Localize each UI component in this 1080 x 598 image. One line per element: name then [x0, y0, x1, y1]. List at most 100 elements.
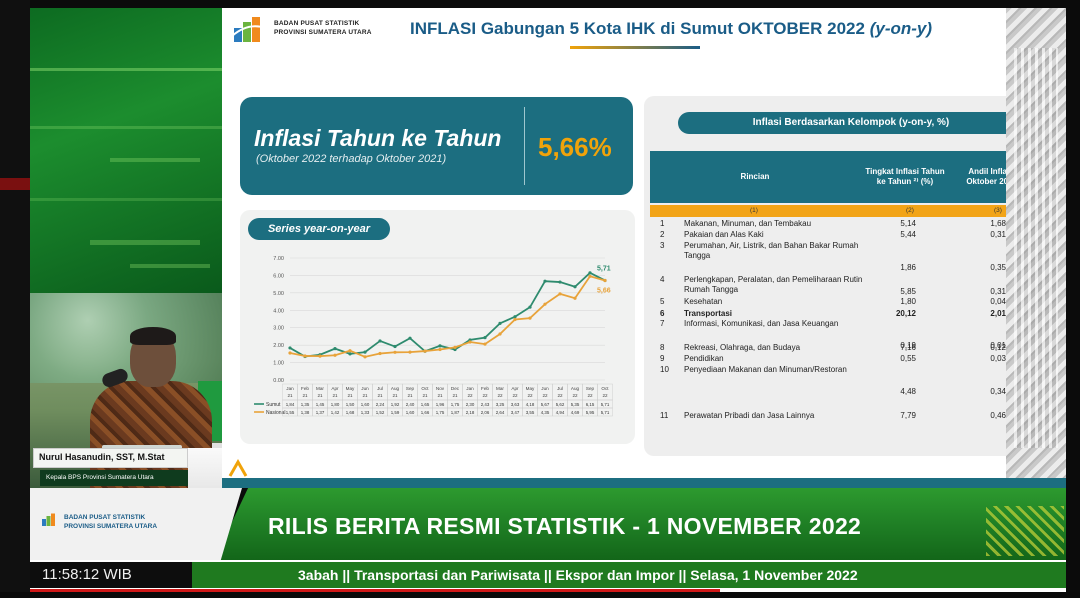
series-line-sumut — [289, 271, 606, 358]
end-label-nasional: 5,66 — [597, 287, 611, 294]
x-tick-label: 21 — [422, 393, 428, 398]
batik-decoration — [1006, 8, 1066, 486]
data-label: 4,69 — [571, 410, 580, 415]
data-label: 5,67 — [541, 402, 550, 407]
org-name: BADAN PUSAT STATISTIK — [274, 20, 360, 27]
x-tick-label: Aug — [571, 386, 580, 391]
data-label: 1,66 — [421, 410, 430, 415]
x-tick-label: Jul — [557, 386, 563, 391]
data-label: 5,95 — [586, 410, 595, 415]
series-point — [528, 316, 532, 320]
series-point — [573, 285, 577, 289]
series-point — [348, 349, 352, 353]
data-label: 3,63 — [511, 402, 520, 407]
data-label: 1,84 — [286, 402, 295, 407]
ticker-background — [30, 562, 1066, 588]
x-tick-label: Feb — [481, 386, 489, 391]
decor-block — [130, 264, 210, 268]
index-cell: (2) — [906, 207, 914, 214]
video-side-panel — [188, 448, 222, 488]
series-point — [318, 354, 322, 358]
x-tick-label: Jan — [466, 386, 474, 391]
x-tick-label: 21 — [437, 393, 443, 398]
data-label: 3,25 — [496, 402, 505, 407]
x-tick-label: Jul — [377, 386, 383, 391]
series-point — [333, 353, 337, 357]
row-number: 7 — [660, 319, 665, 328]
data-label: 5,71 — [601, 410, 610, 415]
series-point — [453, 345, 457, 350]
band-org-region: PROVINSI SUMATERA UTARA — [64, 523, 158, 530]
y-tick-label: 3.00 — [273, 326, 284, 332]
y-tick-label: 7.00 — [273, 256, 284, 262]
x-tick-label: 21 — [317, 393, 323, 398]
data-label: 1,87 — [451, 410, 460, 415]
row-contribution: 0,03 — [990, 354, 1006, 363]
series-point — [438, 344, 442, 348]
data-label: 3,55 — [526, 410, 535, 415]
data-label: 1,92 — [391, 402, 400, 407]
x-tick-label: Nov — [436, 386, 445, 391]
decor-block — [90, 240, 200, 245]
header-tingkat-inflasi: Tingkat Inflasi Tahun ke Tahun ²⁾ (%) — [865, 167, 945, 186]
row-number: 5 — [660, 297, 665, 306]
data-label: 1,37 — [316, 410, 325, 415]
row-name: Perlengkapan, Peralatan, dan Pemeliharaa… — [684, 275, 863, 294]
row-name: Penyediaan Makanan dan Minuman/Restoran — [684, 365, 847, 374]
x-tick-label: 22 — [587, 393, 593, 398]
series-point — [483, 336, 487, 340]
series-point — [483, 342, 487, 346]
row-inflation-rate: 1,80 — [900, 297, 916, 306]
band-org-name: BADAN PUSAT STATISTIK — [64, 514, 146, 521]
row-name: Makanan, Minuman, dan Tembakau — [684, 219, 812, 228]
x-tick-label: Oct — [601, 386, 609, 391]
table-title: Inflasi Berdasarkan Kelompok (y-on-y, %) — [678, 112, 1006, 134]
data-label: 1,52 — [376, 410, 385, 415]
data-label: 1,38 — [301, 410, 310, 415]
series-point — [513, 315, 517, 319]
row-contribution: 0,31 — [990, 287, 1006, 296]
inflation-subtitle: (Oktober 2022 terhadap Oktober 2021) — [256, 153, 447, 165]
series-point — [408, 336, 412, 340]
y-tick-label: 0.00 — [273, 378, 284, 384]
series-point — [423, 349, 427, 353]
x-tick-label: 22 — [527, 393, 533, 398]
org-region: PROVINSI SUMATERA UTARA — [274, 29, 372, 36]
data-label: 1,50 — [346, 402, 355, 407]
y-tick-label: 1.00 — [273, 361, 284, 367]
row-number: 9 — [660, 354, 665, 363]
index-cell: (1) — [750, 207, 758, 214]
row-inflation-rate: 20,12 — [895, 309, 916, 318]
series-point — [498, 332, 502, 336]
series-point — [543, 302, 547, 306]
data-label: 1,60 — [361, 402, 370, 407]
table-index-row: (1) (2) (3) — [650, 205, 1006, 217]
x-tick-label: Jun — [361, 386, 369, 391]
row-inflation-rate: 7,16 — [900, 343, 916, 352]
bps-logo-icon — [231, 17, 267, 42]
series-point — [573, 296, 577, 300]
band-decoration — [986, 506, 1064, 556]
row-name: Perumahan, Air, Listrik, dan Bahan Bakar… — [684, 241, 859, 260]
data-label: 4,18 — [526, 402, 535, 407]
x-tick-label: 22 — [572, 393, 578, 398]
series-point — [468, 340, 472, 344]
row-inflation-rate: 5,85 — [900, 287, 916, 296]
bps-logo-icon — [42, 513, 55, 526]
row-name: Kesehatan — [684, 297, 723, 306]
data-label: 5,62 — [556, 402, 565, 407]
x-tick-label: Aug — [391, 386, 400, 391]
row-contribution: 0,31 — [990, 230, 1006, 239]
inflation-summary-box: Inflasi Tahun ke Tahun (Oktober 2022 ter… — [240, 97, 633, 195]
x-tick-label: 21 — [332, 393, 338, 398]
data-label: 2,64 — [496, 410, 505, 415]
row-name: Pendidikan — [684, 354, 724, 363]
presenter-name: Nurul Hasanudin, SST, M.Stat — [33, 448, 188, 468]
x-tick-label: 21 — [347, 393, 353, 398]
row-contribution: 0,04 — [990, 297, 1006, 306]
series-point — [333, 347, 337, 351]
series-point — [498, 321, 502, 325]
arrow-up-icon — [228, 458, 248, 477]
series-point — [588, 271, 592, 275]
